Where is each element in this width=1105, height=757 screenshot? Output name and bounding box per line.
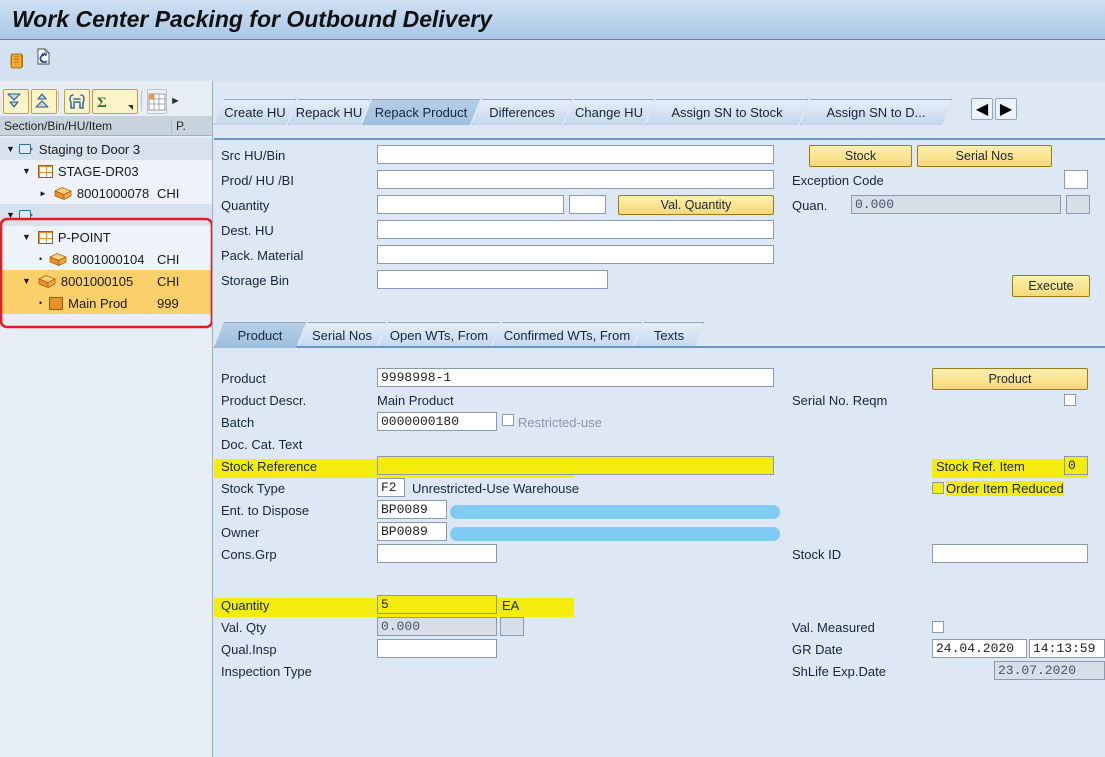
svg-text:Σ: Σ (97, 95, 107, 111)
